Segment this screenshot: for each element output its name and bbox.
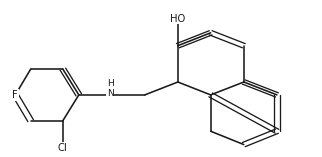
- Text: F: F: [13, 90, 18, 100]
- Text: HO: HO: [170, 14, 185, 24]
- Text: H
N: H N: [107, 79, 114, 98]
- Text: Cl: Cl: [58, 143, 68, 153]
